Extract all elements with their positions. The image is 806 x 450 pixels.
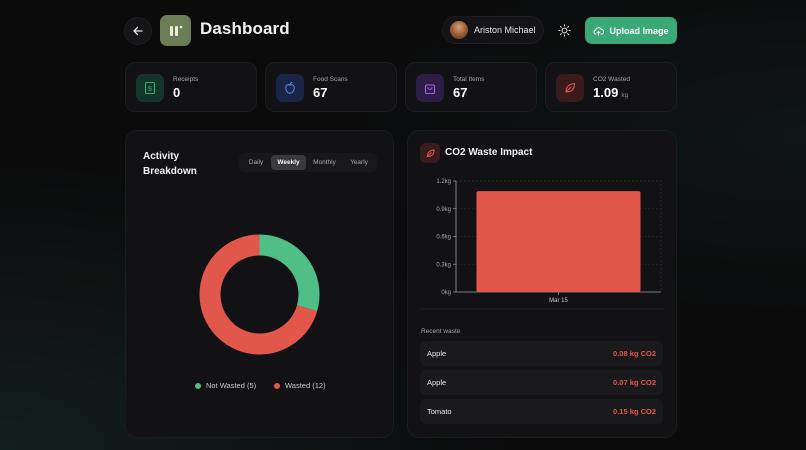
y-tick-label: 0.3kg: [436, 262, 451, 268]
waste-item-amount: 0.15 kg CO2: [613, 407, 656, 416]
waste-item-amount: 0.08 kg CO2: [613, 349, 656, 358]
legend-dot: [195, 382, 201, 389]
theme-toggle-button[interactable]: [551, 17, 577, 43]
co2-title: CO2 Waste Impact: [445, 147, 533, 158]
stat-label: Food Scans: [313, 76, 348, 83]
waste-item-name: Apple: [427, 349, 447, 358]
activity-donut-chart: [199, 234, 320, 355]
y-tick-label: 1.2kg: [436, 179, 451, 185]
stat-card-food-scans: Food Scans 67: [265, 62, 397, 112]
apple-icon: [276, 74, 304, 102]
y-tick-label: 0kg: [441, 290, 451, 296]
legend-not-wasted: Not Wasted (5): [195, 381, 256, 390]
legend-wasted: Wasted (12): [274, 381, 326, 390]
waste-item-name: Apple: [427, 378, 447, 387]
shopping-bag-icon: [416, 74, 444, 102]
page-title: Dashboard: [200, 19, 290, 38]
stat-value: 67: [313, 85, 328, 100]
co2-bar-chart: 0kg 0.3kg 0.6kg 0.9kg 1.2kg Mar 15: [420, 179, 665, 310]
waste-item-name: Tomato: [427, 407, 452, 416]
cloud-upload-icon: [594, 26, 605, 36]
time-range-tabs: Daily Weekly Monthly Yearly: [239, 153, 377, 172]
stat-value: 67: [453, 85, 468, 100]
tab-yearly[interactable]: Yearly: [350, 159, 368, 166]
user-menu[interactable]: Ariston Michael: [442, 16, 544, 44]
tab-monthly[interactable]: Monthly: [313, 159, 336, 166]
stat-unit: kg: [621, 92, 629, 99]
recent-waste-row: Apple 0.07 kg CO2: [420, 370, 663, 395]
y-tick-label: 0.9kg: [436, 207, 451, 213]
donut-slice-wasted: [199, 234, 320, 355]
legend-label: Not Wasted (5): [206, 381, 257, 390]
avatar: [450, 21, 468, 39]
stat-card-total-items: Total Items 67: [405, 62, 537, 112]
stat-label: CO2 Wasted: [593, 76, 630, 83]
app-logo: [160, 15, 191, 46]
waste-item-amount: 0.07 kg CO2: [613, 378, 656, 387]
stat-value: 1.09 kg: [593, 85, 629, 100]
stat-card-receipts: $ Receipts 0: [125, 62, 257, 112]
stat-label: Receipts: [173, 76, 199, 83]
back-button[interactable]: [124, 17, 152, 45]
x-tick-label: Mar 15: [549, 298, 568, 304]
activity-breakdown-panel: [125, 130, 394, 438]
svg-text:$: $: [148, 86, 152, 93]
upload-label: Upload Image: [609, 25, 669, 36]
legend-label: Wasted (12): [285, 381, 326, 390]
leaf-icon: [420, 143, 440, 163]
user-name: Ariston Michael: [474, 25, 536, 35]
arrow-left-icon: [133, 26, 143, 36]
upload-image-button[interactable]: Upload Image: [585, 17, 677, 44]
tab-daily[interactable]: Daily: [248, 159, 264, 166]
tab-weekly[interactable]: Weekly: [271, 155, 306, 170]
y-tick-label: 0.6kg: [436, 235, 451, 241]
stat-label: Total Items: [453, 76, 485, 83]
recent-waste-title: Recent waste: [421, 328, 461, 335]
activity-title: Activity Breakdown: [143, 151, 197, 177]
recent-waste-row: Tomato 0.15 kg CO2: [420, 399, 663, 424]
leaf-icon: [556, 74, 584, 102]
receipt-icon: $: [136, 74, 164, 102]
stat-value: 0: [173, 85, 181, 100]
stat-card-co2-wasted: CO2 Wasted 1.09 kg: [545, 62, 677, 112]
bar: [476, 191, 641, 292]
recent-waste-row: Apple 0.08 kg CO2: [420, 341, 663, 366]
legend-dot: [274, 382, 280, 389]
sun-icon: [557, 23, 571, 37]
